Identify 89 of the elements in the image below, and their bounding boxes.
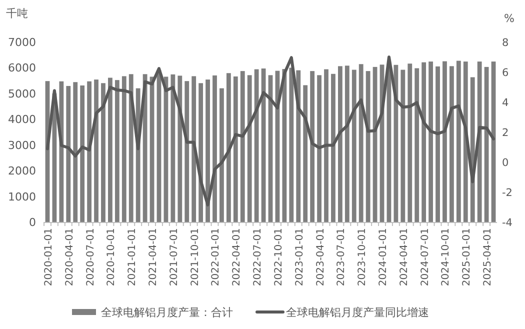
bar: [94, 80, 98, 222]
x-tick-label: 2020-04-01: [64, 228, 76, 286]
x-tick-label: 2022-04-01: [232, 228, 243, 286]
x-tick-label: 2023-04-01: [315, 228, 326, 286]
x-tick-label: 2020-07-01: [85, 228, 96, 286]
bar: [254, 69, 259, 222]
line-series: [46, 56, 496, 206]
y-axis-title: 千吨: [6, 7, 28, 20]
x-tick-label: 2023-10-01: [357, 228, 368, 286]
x-tick-label: 2021-04-01: [148, 228, 160, 286]
bar: [226, 73, 231, 222]
bar: [233, 76, 238, 222]
bar: [212, 75, 217, 222]
y2-tick-label: 8: [502, 37, 509, 49]
y-tick-label: 4000: [8, 113, 36, 126]
bar: [456, 60, 461, 222]
y-tick-label: 6000: [8, 62, 36, 75]
bar: [114, 80, 120, 222]
x-tick-label: 2024-01-01: [378, 228, 390, 286]
bar: [108, 78, 112, 222]
bar: [352, 70, 356, 222]
x-tick-label: 2022-01-01: [210, 228, 222, 286]
bar: [344, 66, 350, 222]
bar: [338, 66, 342, 222]
bar: [220, 88, 224, 222]
bar: [428, 62, 433, 222]
bar: [122, 76, 126, 222]
y2-tick-label: 4: [502, 97, 509, 109]
bar: [477, 62, 482, 222]
bar: [289, 68, 294, 222]
bar: [87, 81, 92, 222]
y2-tick-label: -4: [502, 217, 513, 229]
y2-tick-label: 0: [502, 157, 509, 169]
x-tick-label: 2021-01-01: [127, 228, 138, 286]
bar: [80, 85, 85, 222]
x-tick-label: 2023-01-01: [294, 228, 306, 286]
bar: [331, 74, 336, 222]
x-tick-label: 2024-07-01: [420, 228, 431, 286]
bar: [317, 75, 322, 222]
bar: [240, 71, 245, 222]
bar: [282, 69, 287, 222]
x-tick-label: 2022-10-01: [273, 228, 284, 286]
y-tick-label: 0: [29, 216, 36, 229]
bar: [442, 61, 447, 222]
x-tick-label: 2024-10-01: [440, 228, 452, 286]
bar: [414, 68, 420, 222]
bar: [66, 86, 71, 222]
x-tick-label: 2024-04-01: [398, 228, 410, 286]
y-tick-label: 1000: [8, 190, 36, 204]
bar: [192, 76, 196, 222]
y2-axis-title: %: [504, 12, 514, 25]
legend-label: 全球电解铝月度产量同比增速: [286, 306, 429, 319]
bar: [296, 70, 301, 222]
y-tick-label: 2000: [8, 164, 36, 178]
bar: [408, 64, 412, 222]
y-tick-label: 3000: [8, 138, 36, 152]
bar: [358, 64, 364, 222]
bar: [142, 74, 148, 222]
bar: [436, 66, 440, 222]
bar: [324, 69, 328, 222]
bar: [206, 80, 210, 222]
x-tick-label: 2021-10-01: [190, 228, 201, 286]
bar: [400, 70, 406, 222]
bar: [101, 83, 106, 222]
y2-tick-label: -2: [502, 187, 512, 199]
bar: [170, 74, 176, 222]
bar: [178, 76, 182, 222]
y2-tick-label: 2: [502, 127, 509, 139]
y-tick-label: 5000: [8, 87, 36, 100]
x-tick-label: 2021-07-01: [168, 228, 180, 286]
x-tick-label: 2020-01-01: [43, 228, 54, 286]
bar: [128, 74, 134, 222]
legend-label: 全球电解铝月度产量：合计: [101, 306, 233, 319]
bar: [184, 81, 190, 222]
bar: [422, 62, 426, 222]
bar: [394, 64, 398, 222]
bar: [310, 71, 315, 222]
x-tick-label: 2025-01-01: [462, 228, 473, 286]
bar: [73, 82, 78, 222]
x-tick-label: 2020-10-01: [106, 228, 118, 286]
x-tick-label: 2025-04-01: [482, 228, 494, 286]
y-tick-label: 7000: [8, 36, 36, 49]
bar: [450, 66, 454, 222]
bar: [303, 85, 308, 222]
bar: [366, 71, 370, 222]
x-tick-label: 2022-07-01: [252, 228, 264, 286]
bar: [247, 75, 252, 222]
y2-tick-label: 6: [502, 67, 509, 79]
x-tick-label: 2023-07-01: [336, 228, 348, 286]
